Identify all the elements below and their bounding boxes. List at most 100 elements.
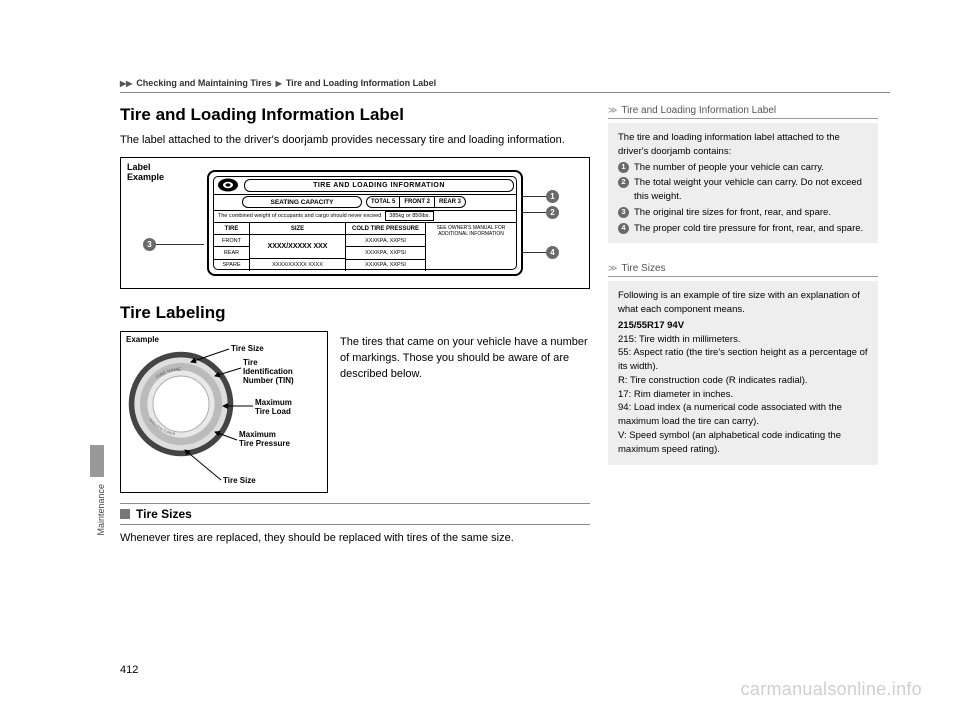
- callout-line: [522, 212, 546, 213]
- pt-th-size: SIZE: [250, 223, 345, 236]
- pt-owner-text: SEE OWNER'S MANUAL FOR ADDITIONAL INFORM…: [426, 223, 516, 240]
- sidebar-line: 215: Tire width in millimeters.: [618, 333, 868, 347]
- sidebar-line: R: Tire construction code (R indicates r…: [618, 374, 868, 388]
- sidebar-title-2-text: Tire Sizes: [621, 263, 665, 274]
- pt-th-pressure: COLD TIRE PRESSURE: [346, 223, 425, 235]
- num-3-icon: 3: [618, 207, 629, 218]
- tire-sizes-header: Tire Sizes: [120, 503, 590, 525]
- sidebar-item-text: The number of people your vehicle can ca…: [634, 161, 824, 175]
- breadcrumb-sep: ▶: [276, 79, 282, 88]
- tire-label-size: Tire Size: [231, 344, 264, 353]
- placard-title: TIRE AND LOADING INFORMATION: [244, 179, 514, 192]
- cap-rear: REAR 3: [434, 196, 466, 208]
- pt-rear: REAR: [214, 247, 249, 259]
- callout-line: [522, 252, 546, 253]
- pt-col-pressure: COLD TIRE PRESSURE XXXKPA, XXPSI XXXKPA,…: [346, 223, 426, 271]
- breadcrumb-marker: ▶▶: [120, 79, 132, 88]
- sidebar-line: V: Speed symbol (an alphabetical code in…: [618, 429, 868, 457]
- pt-col-owner: SEE OWNER'S MANUAL FOR ADDITIONAL INFORM…: [426, 223, 516, 271]
- arrow-icon: ≫: [608, 105, 617, 116]
- placard-row-seating: SEATING CAPACITY TOTAL 5 FRONT 2 REAR 3: [214, 195, 516, 211]
- sidebar-item-text: The original tire sizes for front, rear,…: [634, 206, 831, 220]
- sidebar-section-2: ≫ Tire Sizes Following is an example of …: [608, 263, 878, 464]
- sidebar-item-text: The proper cold tire pressure for front,…: [634, 222, 863, 236]
- pt-col-tire: TIRE FRONT REAR SPARE: [214, 223, 250, 271]
- arrow-icon: ≫: [608, 263, 617, 274]
- sidebar-item: 2 The total weight your vehicle can carr…: [618, 176, 868, 204]
- pt-psi-3: XXXKPA, XXPSI: [346, 260, 425, 271]
- tire-icon: [216, 177, 240, 193]
- placard-seating: SEATING CAPACITY: [242, 196, 362, 208]
- sidebar-intro-1: The tire and loading information label a…: [618, 131, 868, 159]
- page-number: 412: [120, 664, 138, 676]
- sidebar-example-code: 215/55R17 94V: [618, 320, 684, 331]
- pt-psi-2: XXXKPA, XXPSI: [346, 247, 425, 259]
- tire-label-max-load: Maximum Tire Load: [255, 398, 292, 416]
- figure-label-example: Label Example TIRE AND LOADING: [120, 157, 590, 289]
- sidebar-item: 4 The proper cold tire pressure for fron…: [618, 222, 868, 236]
- pt-th-tire: TIRE: [214, 223, 249, 235]
- sidebar-intro-2: Following is an example of tire size wit…: [618, 289, 868, 317]
- tire-placard: TIRE AND LOADING INFORMATION SEATING CAP…: [207, 170, 523, 276]
- divider: [120, 92, 890, 93]
- sidebar-title-2: ≫ Tire Sizes: [608, 263, 878, 277]
- figure-caption-label: Label Example: [127, 162, 164, 182]
- num-2-icon: 2: [618, 177, 629, 188]
- page-content: ▶▶ Checking and Maintaining Tires ▶ Tire…: [120, 78, 890, 678]
- col-left: Tire and Loading Information Label The l…: [120, 105, 590, 555]
- heading-tire-labeling: Tire Labeling: [120, 303, 590, 323]
- pt-col-size: SIZE XXXX/XXXXX XXX XXXX/XXXXX XXXX: [250, 223, 346, 271]
- num-1-icon: 1: [618, 162, 629, 173]
- side-section-label: Maintenance: [96, 484, 106, 536]
- num-4-icon: 4: [618, 223, 629, 234]
- breadcrumb-a: Checking and Maintaining Tires: [136, 78, 271, 88]
- tire-sizes-title: Tire Sizes: [136, 507, 192, 521]
- placard-row-title: TIRE AND LOADING INFORMATION: [214, 177, 516, 195]
- side-tab: [90, 445, 104, 477]
- callout-line: [522, 196, 546, 197]
- sidebar-title-1: ≫ Tire and Loading Information Label: [608, 105, 878, 119]
- pt-psi-1: XXXKPA, XXPSI: [346, 235, 425, 247]
- sidebar-item: 3 The original tire sizes for front, rea…: [618, 206, 868, 220]
- sidebar-title-1-text: Tire and Loading Information Label: [621, 105, 776, 116]
- tire-arrows: [121, 332, 329, 494]
- callout-2: 2: [546, 206, 559, 219]
- callout-1: 1: [546, 190, 559, 203]
- heading-tire-loading: Tire and Loading Information Label: [120, 105, 590, 125]
- sidebar-box-2: Following is an example of tire size wit…: [608, 281, 878, 464]
- placard-table: TIRE FRONT REAR SPARE SIZE XXXX/XXXXX XX…: [214, 223, 516, 271]
- sidebar-item-text: The total weight your vehicle can carry.…: [634, 176, 868, 204]
- cap-total: TOTAL 5: [366, 196, 399, 208]
- watermark: carmanualsonline.info: [741, 679, 922, 700]
- figure-tire-example: Example TIRE NAME MANUFACTURER: [120, 331, 328, 493]
- placard-weight-val: 385kg or 850lbs.: [385, 211, 434, 221]
- pt-spare: SPARE: [214, 260, 249, 271]
- tire-label-size2: Tire Size: [223, 476, 256, 485]
- placard-inner: TIRE AND LOADING INFORMATION SEATING CAP…: [213, 176, 517, 270]
- pt-size-main: XXXX/XXXXX XXX: [250, 235, 345, 259]
- placard-row-weight: The combined weight of occupants and car…: [214, 211, 516, 223]
- callout-line: [156, 244, 204, 245]
- callout-4: 4: [546, 246, 559, 259]
- breadcrumb: ▶▶ Checking and Maintaining Tires ▶ Tire…: [120, 78, 890, 88]
- sidebar-line: 55: Aspect ratio (the tire's section hei…: [618, 346, 868, 374]
- square-icon: [120, 509, 130, 519]
- tire-labeling-section: Example TIRE NAME MANUFACTURER: [120, 331, 590, 493]
- para-tire-sizes: Whenever tires are replaced, they should…: [120, 531, 590, 547]
- para-intro: The label attached to the driver's doorj…: [120, 133, 590, 149]
- para-tire-labeling: The tires that came on your vehicle have…: [340, 331, 590, 485]
- placard-capacity-boxes: TOTAL 5 FRONT 2 REAR 3: [366, 196, 514, 208]
- sidebar-section-1: ≫ Tire and Loading Information Label The…: [608, 105, 878, 243]
- sidebar-item: 1 The number of people your vehicle can …: [618, 161, 868, 175]
- tire-label-max-pressure: Maximum Tire Pressure: [239, 430, 290, 448]
- sidebar-line: 17: Rim diameter in inches.: [618, 388, 868, 402]
- tire-label-tin: Tire Identification Number (TIN): [243, 358, 294, 386]
- cap-front: FRONT 2: [399, 196, 434, 208]
- pt-size-spare: XXXX/XXXXX XXXX: [250, 259, 345, 271]
- breadcrumb-b: Tire and Loading Information Label: [286, 78, 436, 88]
- columns: Tire and Loading Information Label The l…: [120, 105, 890, 555]
- placard-weight-text: The combined weight of occupants and car…: [218, 213, 381, 219]
- sidebar-line: 94: Load index (a numerical code associa…: [618, 401, 868, 429]
- callout-3: 3: [143, 238, 156, 251]
- col-right: ≫ Tire and Loading Information Label The…: [608, 105, 878, 555]
